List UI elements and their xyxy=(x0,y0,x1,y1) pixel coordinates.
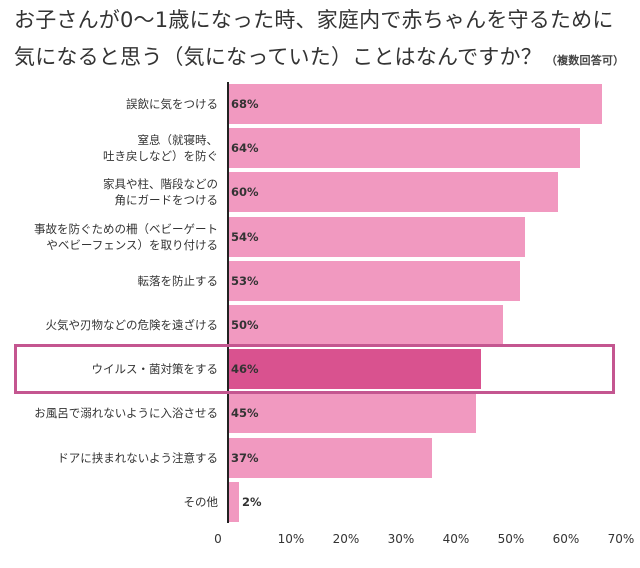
x-tick-label-3: 30% xyxy=(387,532,415,546)
value-label-5: 53% xyxy=(231,273,259,288)
bar-4 xyxy=(228,216,525,257)
x-tick-label-1: 10% xyxy=(277,532,305,546)
x-tick-label-2: 20% xyxy=(332,532,360,546)
category-label-2: 窒息（就寝時、 吐き戻しなど）を防ぐ xyxy=(103,133,218,164)
bar-8 xyxy=(228,393,476,434)
category-label-9: ドアに挟まれないよう注意する xyxy=(57,450,218,465)
y-axis-line xyxy=(227,82,229,523)
bar-3 xyxy=(228,172,558,213)
value-label-10: 2% xyxy=(242,494,262,509)
chart-title-line-2-text: 気になると思う（気になっていた）ことはなんですか？ xyxy=(14,45,542,69)
category-label-4: 事故を防ぐための柵（ベビーゲート やベビーフェンス）を取り付ける xyxy=(34,221,218,252)
bar-9 xyxy=(228,437,432,478)
value-label-6: 50% xyxy=(231,318,259,332)
value-label-8: 45% xyxy=(231,406,259,421)
x-tick-label-7: 70% xyxy=(607,532,635,546)
bar-10 xyxy=(228,481,239,522)
chart-title-line-1: お子さんが0～1歳になった時、家庭内で赤ちゃんを守るために xyxy=(14,8,614,32)
bar-1 xyxy=(228,84,602,124)
value-label-9: 37% xyxy=(231,450,259,465)
bar-6 xyxy=(228,305,503,345)
value-label-7: 46% xyxy=(231,362,259,377)
x-tick-label-4: 40% xyxy=(442,532,470,546)
bar-5 xyxy=(228,260,520,301)
value-label-3: 60% xyxy=(231,185,259,200)
category-label-6: 火気や刃物などの危険を遠ざける xyxy=(45,318,219,332)
category-label-1: 誤飲に気をつける xyxy=(126,97,218,111)
bar-2 xyxy=(228,128,580,169)
value-label-4: 54% xyxy=(231,229,259,244)
x-tick-label-5: 50% xyxy=(497,532,525,546)
category-label-10: その他 xyxy=(183,494,219,509)
category-label-7: ウイルス・菌対策をする xyxy=(91,362,219,377)
category-label-5: 転落を防止する xyxy=(137,273,219,288)
multiple-answer-note: （複数回答可） xyxy=(545,54,625,67)
value-label-1: 68% xyxy=(231,97,259,111)
chart-title-line-2: 気になると思う（気になっていた）ことはなんですか？ （複数回答可） xyxy=(14,41,624,71)
category-label-3: 家具や柱、階段などの 角にガードをつける xyxy=(103,177,218,208)
x-tick-label-6: 60% xyxy=(552,532,580,546)
category-label-8: お風呂で溺れないように入浴させる xyxy=(34,406,218,421)
value-label-2: 64% xyxy=(231,141,259,156)
bar-7 xyxy=(228,349,481,390)
x-tick-label-0: 0 xyxy=(214,532,222,546)
